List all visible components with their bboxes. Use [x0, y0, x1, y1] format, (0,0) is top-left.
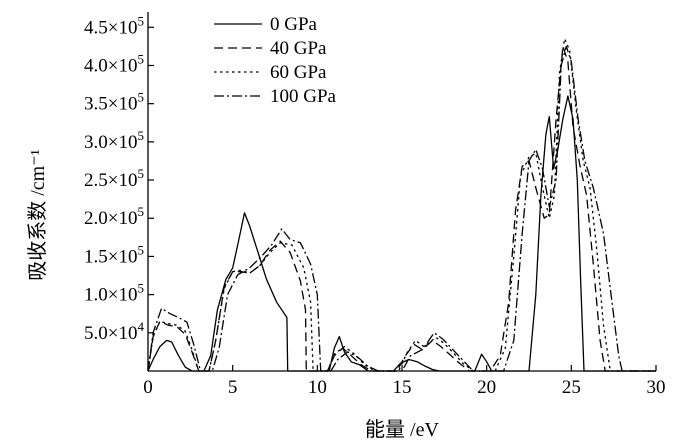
y-tick-label: 4.0×105: [84, 51, 144, 76]
series-line-100-gpa: [147, 45, 656, 372]
y-tick-label: 5.0×104: [84, 319, 144, 344]
x-tick-label: 10: [308, 377, 327, 398]
y-tick-label: 3.0×105: [84, 128, 144, 153]
y-tick-label: 3.5×105: [84, 90, 144, 115]
x-tick-label: 15: [393, 377, 412, 398]
legend-label: 40 GPa: [270, 38, 327, 59]
y-tick-label: 1.5×105: [84, 242, 144, 267]
ticks-layer: 0 5 10 15 20 25 30 5.0×104 1.0×105 1.5×105 2.0×105…: [84, 13, 665, 398]
series-layer: [147, 38, 656, 372]
legend-label: 100 GPa: [270, 86, 337, 107]
x-tick-label: 0: [143, 377, 153, 398]
series-line-60-gpa: [147, 38, 656, 372]
x-tick-label: 25: [562, 377, 581, 398]
y-tick-label: 2.0×105: [84, 204, 144, 229]
legend: 0 GPa 40 GPa 60 GPa 100 GPa: [214, 14, 337, 107]
y-tick-label: 2.5×105: [84, 166, 144, 191]
y-axis-label: 吸收系数 /cm⁻¹: [26, 149, 49, 281]
series-line-40-gpa: [147, 45, 656, 372]
y-tick-label: 4.5×105: [84, 13, 144, 38]
y-tick-label: 1.0×105: [84, 281, 144, 306]
x-tick-label: 30: [647, 377, 666, 398]
legend-label: 0 GPa: [270, 14, 318, 35]
x-tick-label: 5: [228, 377, 238, 398]
x-axis-label: 能量 /eV: [365, 418, 439, 441]
series-line-0-gpa: [147, 95, 656, 372]
x-tick-label: 20: [477, 377, 496, 398]
legend-label: 60 GPa: [270, 62, 327, 83]
